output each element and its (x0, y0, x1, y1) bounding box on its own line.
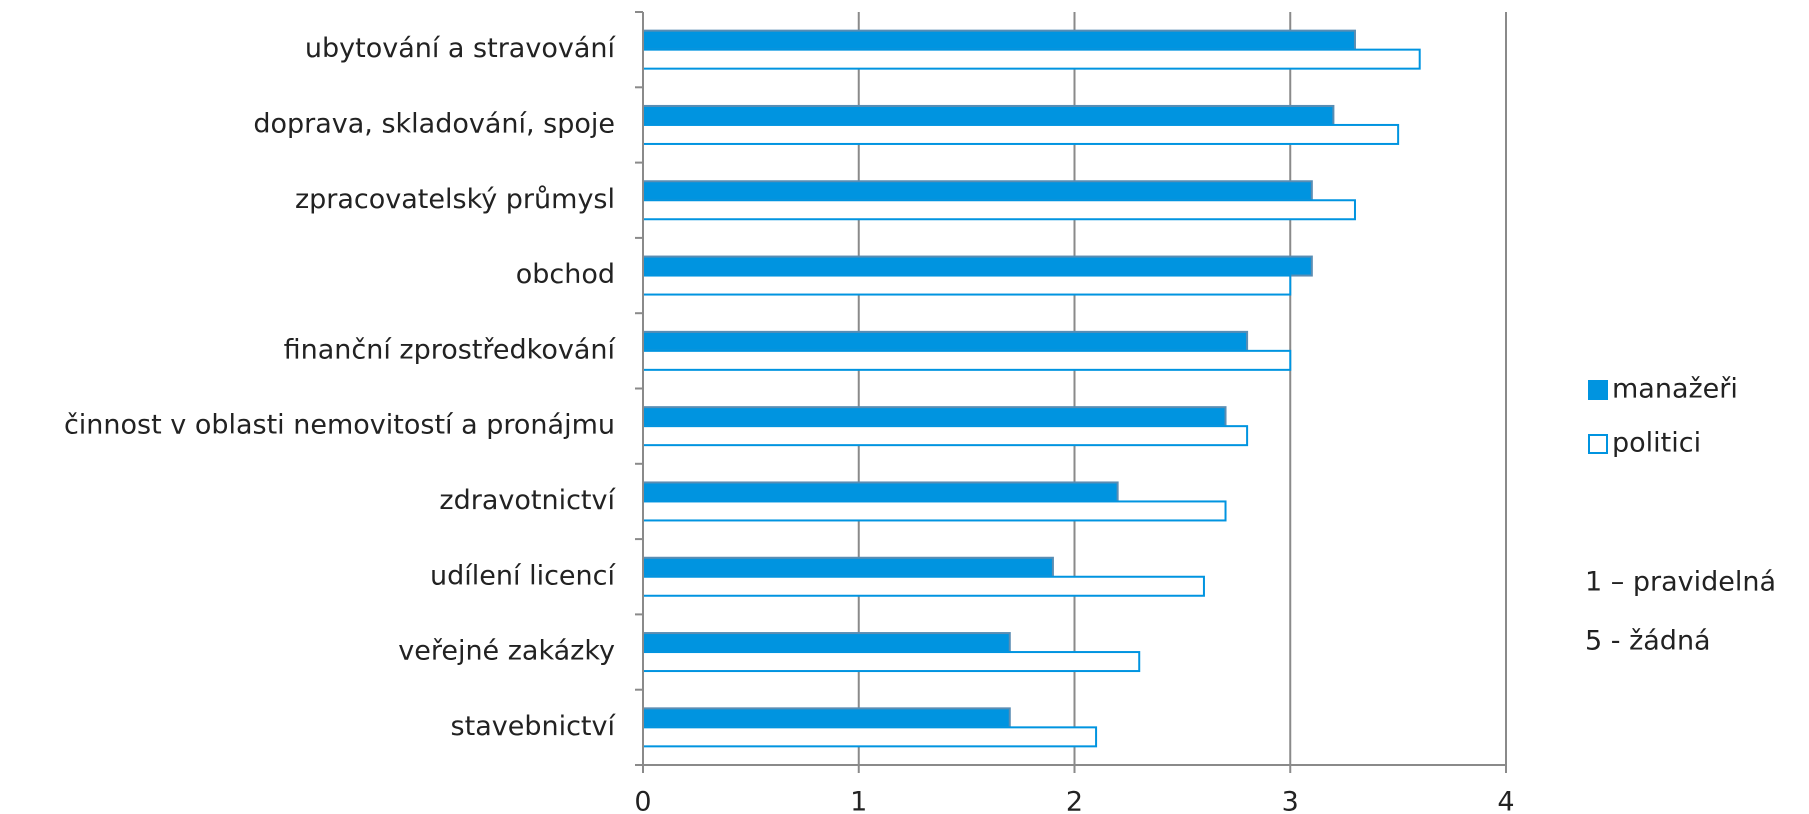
x-tick-label: 3 (1282, 787, 1299, 814)
y-tick-label: doprava, skladování, spoje (253, 108, 615, 139)
y-tick-label: veřejné zakázky (398, 636, 615, 667)
bar (642, 123, 1400, 145)
bar (642, 575, 1205, 597)
legend-label: politici (1612, 428, 1701, 459)
bar (642, 29, 1356, 51)
legend-swatch (1588, 380, 1608, 400)
note: 5 - žádná (1585, 626, 1711, 657)
y-tick-label: ubytování a stravování (305, 33, 617, 64)
bar (642, 199, 1356, 221)
bar (642, 180, 1313, 202)
bar (642, 500, 1227, 522)
y-tick-label: zdravotnictví (439, 485, 616, 516)
note: 1 – pravidelná (1585, 567, 1776, 598)
bar (642, 330, 1249, 352)
x-tick-label: 2 (1066, 787, 1083, 814)
bar (642, 349, 1292, 371)
bar (642, 481, 1119, 503)
y-tick-label: činnost v oblasti nemovitostí a pronájmu (64, 410, 615, 441)
x-tick-label: 0 (634, 787, 651, 814)
bar (642, 632, 1011, 654)
bar (642, 255, 1313, 277)
bar (642, 274, 1292, 296)
legend-swatch (1588, 434, 1608, 454)
y-tick-label: zpracovatelský průmysl (295, 184, 615, 215)
x-tick-label: 1 (850, 787, 867, 814)
bar (642, 651, 1141, 673)
y-tick-label: stavebnictví (451, 711, 617, 742)
bar (642, 726, 1098, 748)
bar (642, 406, 1227, 428)
y-tick-label: udílení licencí (430, 560, 616, 591)
x-tick-label: 4 (1497, 787, 1514, 814)
y-tick-label: finanční zprostředkování (284, 334, 617, 365)
y-tick-label: obchod (516, 259, 615, 290)
bar (642, 707, 1011, 729)
bar (642, 425, 1249, 447)
bar (642, 556, 1054, 578)
bar (642, 48, 1421, 70)
bar (642, 104, 1335, 126)
legend-label: manažeři (1612, 374, 1738, 405)
